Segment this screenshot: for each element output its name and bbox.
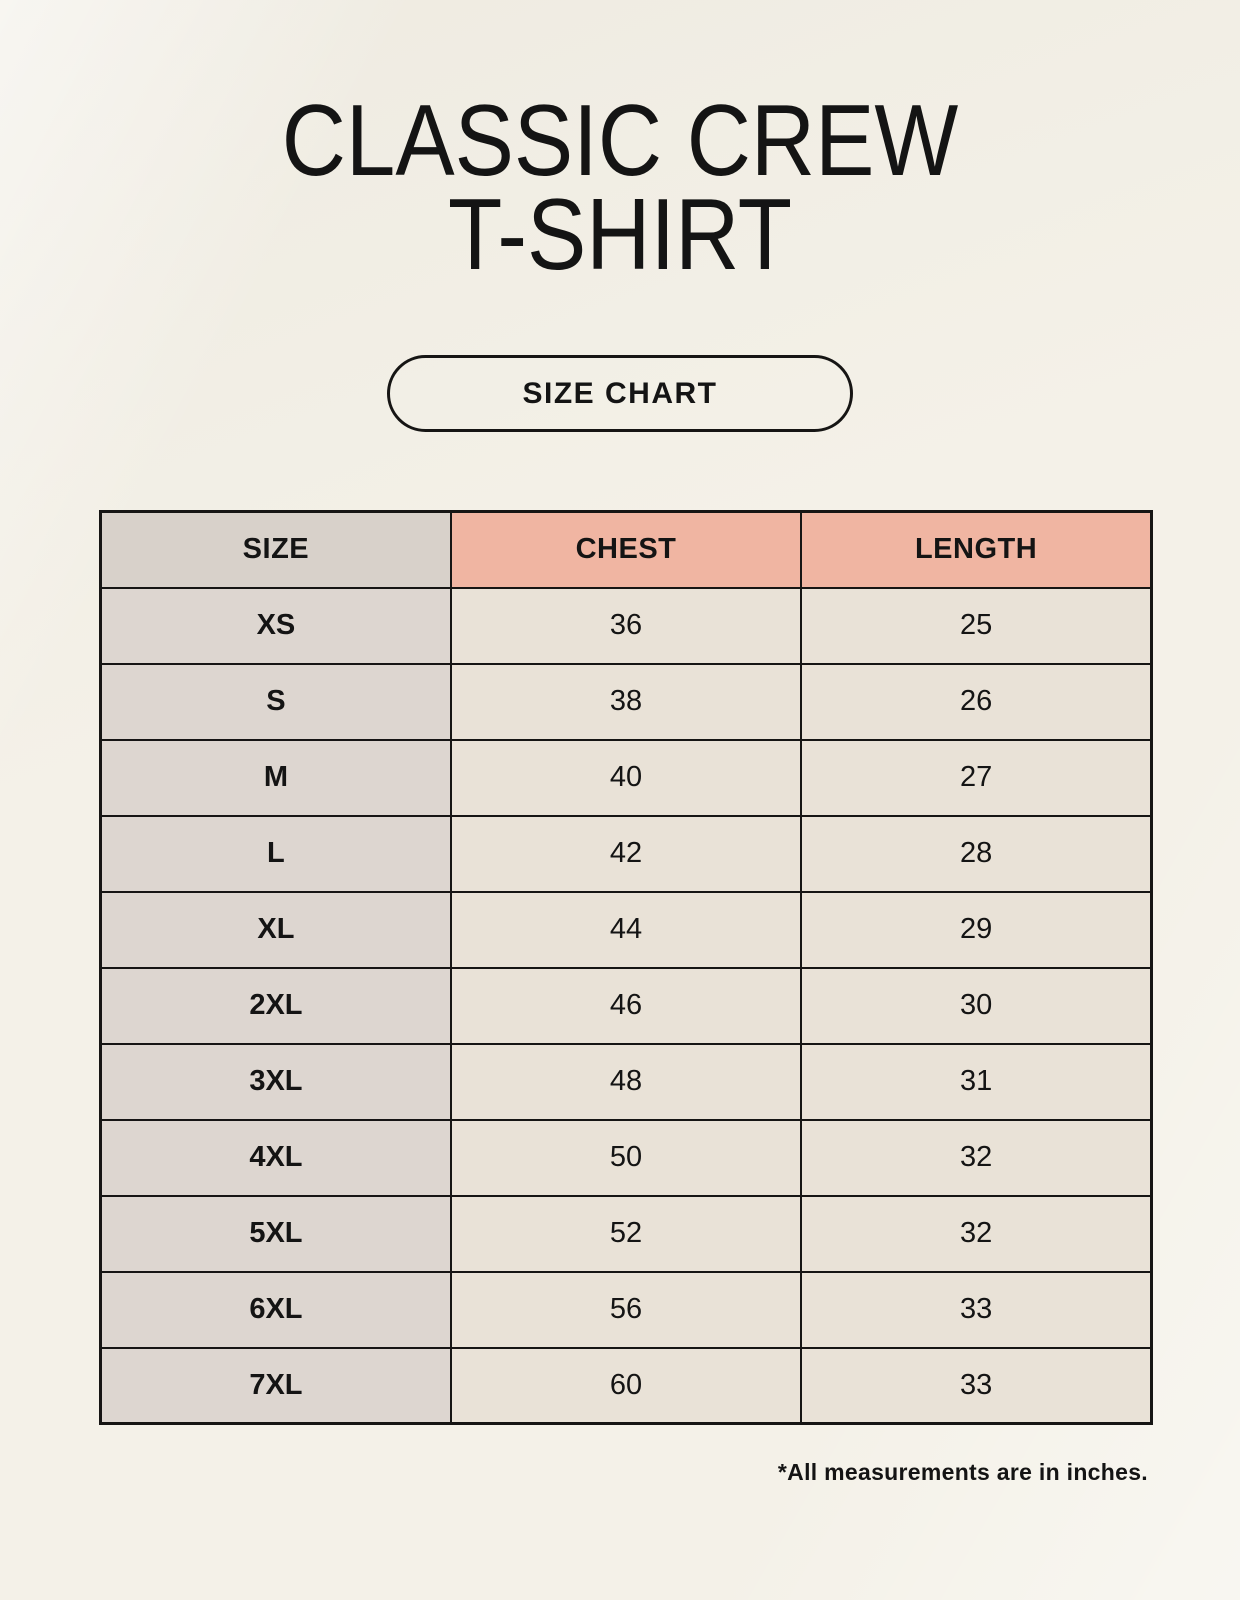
table-row: M 40 27	[99, 738, 1153, 817]
chest-cell: 36	[449, 586, 803, 665]
size-cell: S	[99, 662, 452, 741]
chest-cell: 56	[449, 1270, 803, 1349]
size-cell: 3XL	[99, 1042, 452, 1121]
size-chart-table-container: SIZE CHEST LENGTH XS 36 25 S 38 26 M 40 …	[99, 510, 1153, 1425]
size-cell: 2XL	[99, 966, 452, 1045]
chest-cell: 60	[449, 1346, 803, 1425]
size-chart-table: SIZE CHEST LENGTH XS 36 25 S 38 26 M 40 …	[99, 510, 1153, 1425]
size-cell: XS	[99, 586, 452, 665]
chest-cell: 48	[449, 1042, 803, 1121]
chest-cell: 44	[449, 890, 803, 969]
measurements-footnote: *All measurements are in inches.	[777, 1459, 1148, 1485]
length-cell: 33	[800, 1346, 1153, 1425]
length-cell: 26	[800, 662, 1153, 741]
size-cell: 5XL	[99, 1194, 452, 1273]
table-row: XL 44 29	[99, 890, 1153, 969]
table-header-row: SIZE CHEST LENGTH	[99, 510, 1153, 589]
table-row: 6XL 56 33	[99, 1270, 1153, 1349]
table-row: XS 36 25	[99, 586, 1153, 665]
size-cell: XL	[99, 890, 452, 969]
size-cell: 6XL	[99, 1270, 452, 1349]
length-cell: 32	[800, 1118, 1153, 1197]
length-cell: 33	[800, 1270, 1153, 1349]
size-chart-button[interactable]: SIZE CHART	[387, 355, 853, 432]
length-cell: 27	[800, 738, 1153, 817]
length-cell: 30	[800, 966, 1153, 1045]
length-cell: 25	[800, 586, 1153, 665]
chest-cell: 40	[449, 738, 803, 817]
length-cell: 31	[800, 1042, 1153, 1121]
length-cell: 28	[800, 814, 1153, 893]
table-row: 4XL 50 32	[99, 1118, 1153, 1197]
size-cell: L	[99, 814, 452, 893]
chest-cell: 46	[449, 966, 803, 1045]
table-row: 2XL 46 30	[99, 966, 1153, 1045]
page-title-line2: T-SHIRT	[447, 179, 793, 291]
size-cell: M	[99, 738, 452, 817]
column-header-chest: CHEST	[449, 510, 803, 589]
table-row: 5XL 52 32	[99, 1194, 1153, 1273]
column-header-size: SIZE	[99, 510, 452, 589]
length-cell: 29	[800, 890, 1153, 969]
table-row: 7XL 60 33	[99, 1346, 1153, 1425]
table-row: S 38 26	[99, 662, 1153, 741]
chest-cell: 52	[449, 1194, 803, 1273]
chest-cell: 50	[449, 1118, 803, 1197]
table-row: 3XL 48 31	[99, 1042, 1153, 1121]
chest-cell: 38	[449, 662, 803, 741]
chest-cell: 42	[449, 814, 803, 893]
page-title: CLASSIC CREW T-SHIRT	[74, 85, 1165, 291]
size-cell: 4XL	[99, 1118, 452, 1197]
column-header-length: LENGTH	[800, 510, 1153, 589]
size-cell: 7XL	[99, 1346, 452, 1425]
length-cell: 32	[800, 1194, 1153, 1273]
table-row: L 42 28	[99, 814, 1153, 893]
page-title-line1: CLASSIC CREW	[281, 85, 959, 197]
